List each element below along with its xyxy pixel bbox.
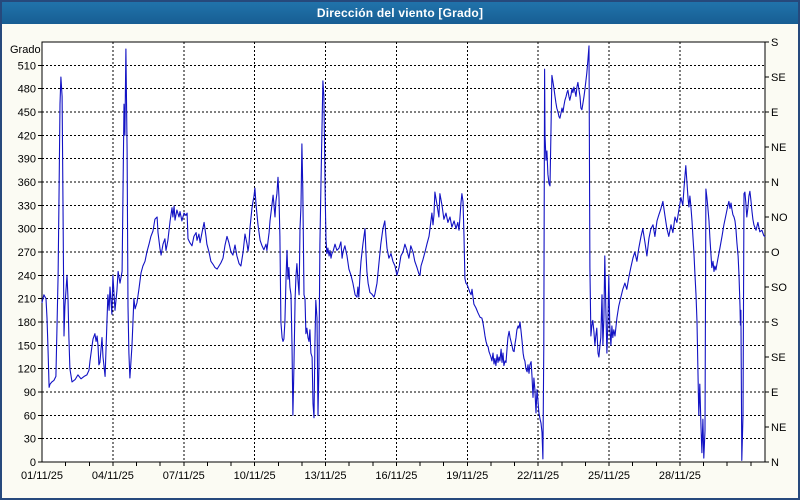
y-axis-label: 420 <box>18 130 36 142</box>
y-axis-label: 150 <box>18 340 36 352</box>
x-axis-date-label: 10/11/25 <box>234 470 276 482</box>
y-axis-label: 480 <box>18 84 36 96</box>
y-axis-label: 30 <box>24 434 36 446</box>
y-axis-label: 510 <box>18 60 36 72</box>
y-axis-label: 330 <box>18 200 36 212</box>
compass-label: SE <box>771 352 786 364</box>
compass-label: NO <box>771 212 788 224</box>
y-axis-label: 360 <box>18 177 36 189</box>
x-axis-date-label: 19/11/25 <box>446 470 488 482</box>
compass-label: E <box>771 107 778 119</box>
y-axis-label: 270 <box>18 247 36 259</box>
compass-label: N <box>771 177 779 189</box>
compass-label: SE <box>771 72 786 84</box>
y-axis-label: 180 <box>18 317 36 329</box>
compass-label: N <box>771 457 779 469</box>
x-axis-date-label: 07/11/25 <box>163 470 205 482</box>
compass-label: E <box>771 387 778 399</box>
chart-title-bar: Dirección del viento [Grado] <box>2 2 798 24</box>
y-axis-label: 390 <box>18 154 36 166</box>
x-axis-date-label: 16/11/25 <box>375 470 417 482</box>
chart-area: 0 30 60 90 120 150 180 210 240 270 300 330 360 390 420… <box>4 26 798 498</box>
y-axis-label: 450 <box>18 107 36 119</box>
x-axis-date-label: 25/11/25 <box>588 470 630 482</box>
wind-direction-chart: 0 30 60 90 120 150 180 210 240 270 300 330 360 390 420… <box>10 37 788 482</box>
compass-label: NE <box>771 422 786 434</box>
y-axis-label: 210 <box>18 294 36 306</box>
x-axis-date-label: 01/11/25 <box>21 470 63 482</box>
compass-label: NE <box>771 142 786 154</box>
x-axis-date-label: 04/11/25 <box>92 470 134 482</box>
y-axis-label: 90 <box>24 387 36 399</box>
y-axis-label: 240 <box>18 270 36 282</box>
compass-label: SO <box>771 282 787 294</box>
chart-title: Dirección del viento [Grado] <box>316 6 484 20</box>
y-axis-title: Grado <box>10 44 41 56</box>
y-axis-label: 120 <box>18 364 36 376</box>
x-axis-date-label: 28/11/25 <box>659 470 701 482</box>
compass-label: O <box>771 247 780 259</box>
compass-label: S <box>771 37 778 49</box>
x-axis-date-label: 13/11/25 <box>305 470 347 482</box>
y-axis-label: 0 <box>30 457 36 469</box>
x-axis-date-label: 22/11/25 <box>517 470 559 482</box>
wind-direction-line <box>41 45 766 461</box>
y-axis-label: 60 <box>24 410 36 422</box>
compass-label: S <box>771 317 778 329</box>
y-axis-label: 300 <box>18 224 36 236</box>
